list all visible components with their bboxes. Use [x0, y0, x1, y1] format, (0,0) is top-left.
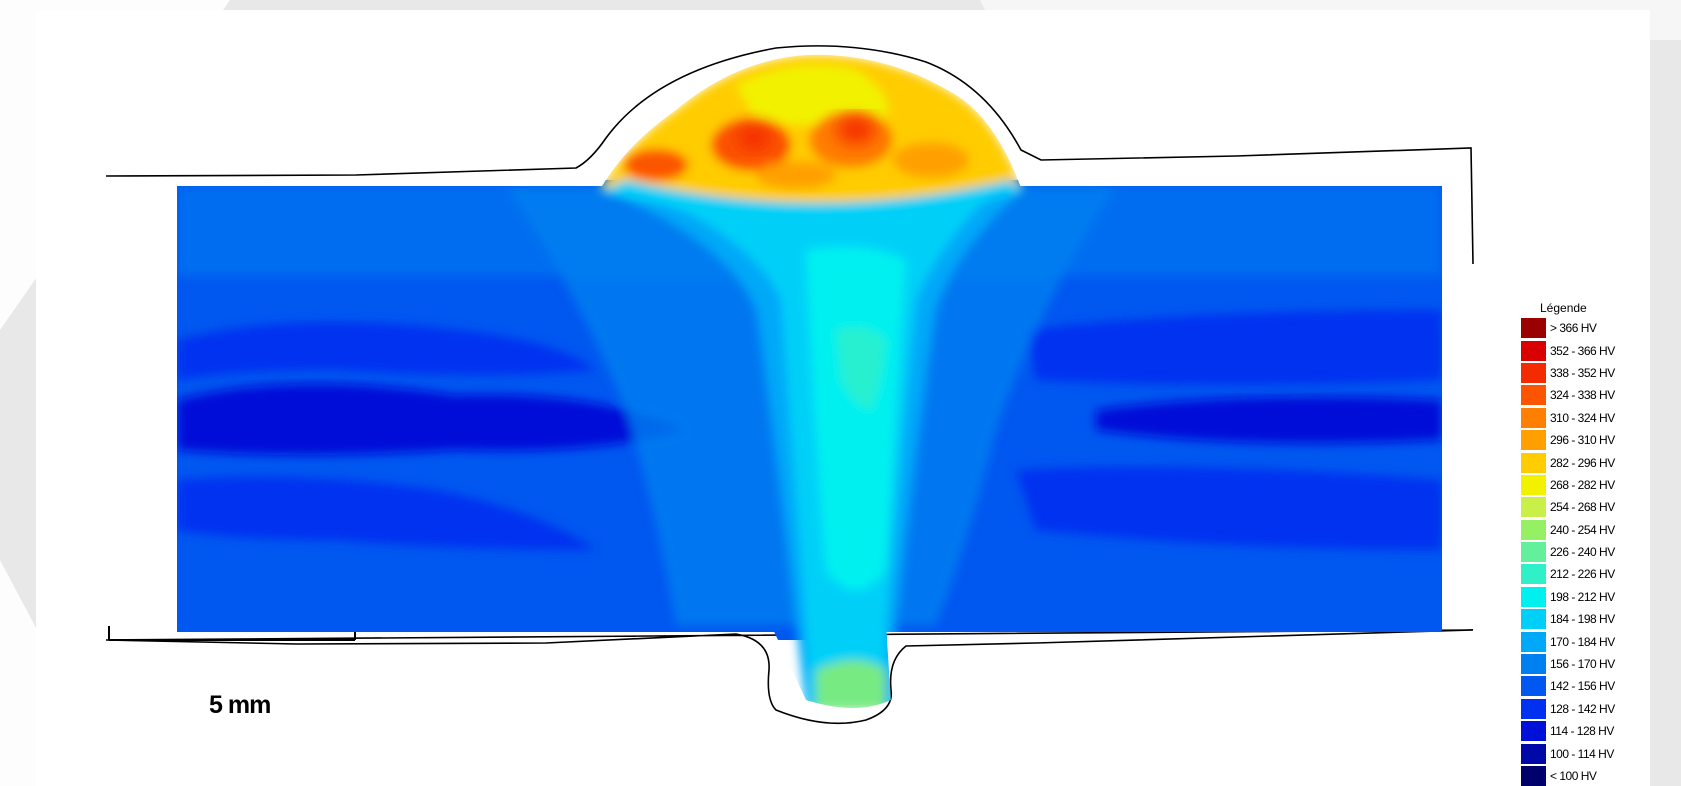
legend-label: 212 - 226 HV: [1550, 567, 1615, 582]
legend-entry: 240 - 254 HV: [1521, 519, 1650, 541]
legend-swatch: [1521, 698, 1546, 719]
legend-label: 198 - 212 HV: [1550, 589, 1615, 604]
legend-swatch: [1521, 474, 1546, 495]
legend-entry: 100 - 114 HV: [1521, 742, 1650, 764]
legend-swatch: [1521, 430, 1546, 451]
legend-entry: 310 - 324 HV: [1521, 407, 1650, 429]
legend-swatch: [1521, 564, 1546, 585]
legend-entry: 184 - 198 HV: [1521, 608, 1650, 630]
legend-entry: 142 - 156 HV: [1521, 675, 1650, 697]
legend-entry: 156 - 170 HV: [1521, 653, 1650, 675]
legend: Légende > 366 HV 352 - 366 HV 338 - 352 HV…: [1521, 299, 1650, 786]
legend-label: 282 - 296 HV: [1550, 455, 1615, 470]
scale-bar-label: 5 mm: [209, 691, 271, 719]
legend-label: > 366 HV: [1550, 321, 1597, 336]
hardness-field: [177, 54, 1442, 708]
legend-swatch: [1521, 362, 1546, 383]
legend-label: 142 - 156 HV: [1550, 679, 1615, 694]
legend-entry: 268 - 282 HV: [1521, 474, 1650, 496]
legend-entry: 282 - 296 HV: [1521, 451, 1650, 473]
legend-label: 170 - 184 HV: [1550, 634, 1615, 649]
legend-swatch: [1521, 743, 1546, 764]
legend-swatch: [1521, 318, 1546, 339]
legend-entry: 128 - 142 HV: [1521, 698, 1650, 720]
legend-swatch: [1521, 631, 1546, 652]
legend-entry: 296 - 310 HV: [1521, 429, 1650, 451]
legend-swatch: [1521, 407, 1546, 428]
scale-bar: [108, 626, 356, 641]
legend-entry: 226 - 240 HV: [1521, 541, 1650, 563]
legend-swatch: [1521, 452, 1546, 473]
legend-entry: 338 - 352 HV: [1521, 362, 1650, 384]
legend-swatch: [1521, 340, 1546, 361]
legend-swatch: [1521, 654, 1546, 675]
legend-label: 114 - 128 HV: [1550, 724, 1614, 739]
legend-label: 324 - 338 HV: [1550, 388, 1615, 403]
legend-label: 100 - 114 HV: [1550, 746, 1614, 761]
legend-entry: 352 - 366 HV: [1521, 339, 1650, 361]
legend-label: < 100 HV: [1550, 769, 1597, 783]
legend-label: 310 - 324 HV: [1550, 410, 1615, 425]
legend-entry: 324 - 338 HV: [1521, 384, 1650, 406]
legend-swatch: [1521, 586, 1546, 607]
legend-entry: 254 - 268 HV: [1521, 496, 1650, 518]
legend-swatch: [1521, 385, 1546, 406]
legend-label: 254 - 268 HV: [1550, 500, 1615, 515]
legend-label: 226 - 240 HV: [1550, 545, 1615, 560]
legend-label: 128 - 142 HV: [1550, 701, 1615, 716]
legend-entry: 198 - 212 HV: [1521, 586, 1650, 608]
legend-swatch: [1521, 519, 1546, 540]
specimen-outline: [105, 45, 1474, 725]
legend-entry: 170 - 184 HV: [1521, 630, 1650, 652]
legend-swatch: [1521, 676, 1546, 697]
legend-swatch: [1521, 609, 1546, 630]
legend-label: 184 - 198 HV: [1550, 612, 1615, 627]
legend-swatch: [1521, 766, 1546, 786]
chart-panel: 5 mm Légende > 366 HV 352 - 366 HV 338 - 3…: [36, 10, 1650, 786]
legend-label: 352 - 366 HV: [1550, 343, 1615, 358]
legend-entry: 114 - 128 HV: [1521, 720, 1650, 742]
legend-entry: 212 - 226 HV: [1521, 563, 1650, 585]
hardness-map: [105, 45, 1474, 725]
legend-entry: < 100 HV: [1521, 765, 1650, 786]
legend-label: 268 - 282 HV: [1550, 477, 1615, 492]
legend-label: 240 - 254 HV: [1550, 522, 1615, 537]
legend-swatch: [1521, 721, 1546, 742]
legend-label: 296 - 310 HV: [1550, 433, 1615, 448]
legend-entry: > 366 HV: [1521, 317, 1650, 339]
legend-swatch: [1521, 542, 1546, 563]
legend-title: Légende: [1540, 301, 1587, 315]
legend-label: 156 - 170 HV: [1550, 657, 1615, 672]
legend-label: 338 - 352 HV: [1550, 365, 1615, 380]
legend-swatch: [1521, 497, 1546, 518]
legend-entries: > 366 HV 352 - 366 HV 338 - 352 HV 324 - 33…: [1521, 317, 1650, 786]
